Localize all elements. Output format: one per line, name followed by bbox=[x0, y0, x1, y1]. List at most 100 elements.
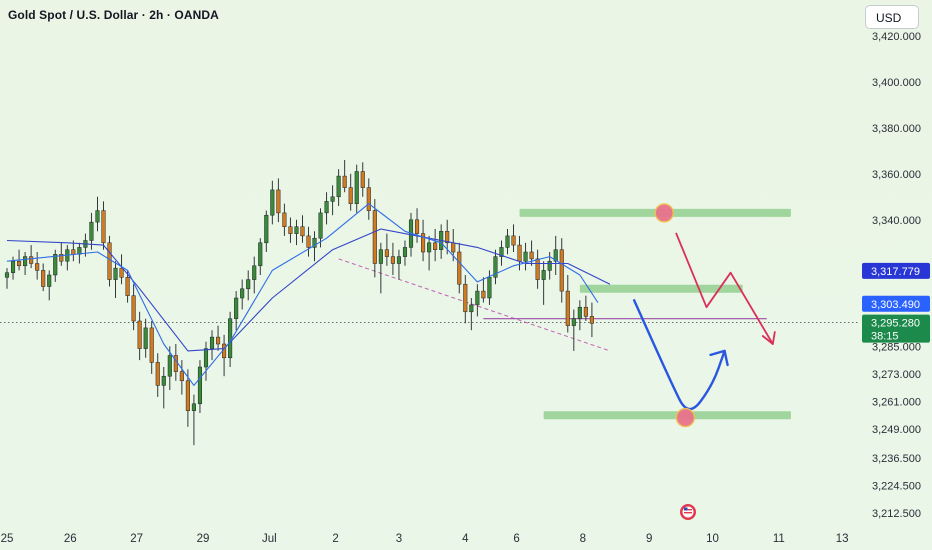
candle bbox=[216, 325, 221, 351]
candle-body bbox=[529, 251, 534, 260]
candle bbox=[541, 261, 546, 305]
candle-body bbox=[185, 380, 190, 411]
candle-body bbox=[276, 189, 281, 214]
candle bbox=[246, 270, 251, 301]
candle bbox=[553, 235, 558, 275]
flag-canton bbox=[684, 507, 688, 511]
blue-arrowhead bbox=[709, 349, 729, 367]
candle bbox=[161, 367, 166, 409]
time-tick-label: 6 bbox=[513, 533, 519, 545]
candle-body bbox=[378, 249, 383, 264]
candle bbox=[149, 321, 154, 374]
last-price-text: 3,295.280 bbox=[871, 318, 920, 330]
candle-body bbox=[481, 290, 486, 299]
candle-body bbox=[547, 260, 552, 271]
candle-body bbox=[487, 277, 492, 299]
candle-body bbox=[71, 249, 76, 255]
time-tick-label: 26 bbox=[64, 533, 77, 545]
candle bbox=[77, 242, 82, 264]
candle-body bbox=[47, 274, 52, 287]
candle bbox=[414, 208, 420, 243]
candle bbox=[427, 235, 432, 271]
candle-body bbox=[4, 272, 10, 278]
candle bbox=[523, 242, 528, 271]
candle bbox=[577, 300, 582, 331]
candle-body bbox=[511, 235, 516, 246]
candle-body bbox=[17, 260, 22, 267]
red-arrowhead bbox=[761, 331, 776, 345]
price-label-box bbox=[862, 262, 930, 279]
candle bbox=[384, 233, 389, 266]
candle bbox=[35, 252, 40, 280]
candle-body bbox=[59, 254, 64, 262]
price-label-box bbox=[862, 295, 930, 312]
candle bbox=[107, 235, 112, 287]
time-tick-label: 4 bbox=[462, 533, 469, 545]
support-zone bbox=[579, 284, 743, 293]
candle bbox=[282, 203, 287, 236]
price-tick-label: 3,212.500 bbox=[872, 508, 921, 520]
candle-body bbox=[216, 336, 221, 345]
candle-body bbox=[517, 244, 522, 262]
candle-body bbox=[421, 233, 426, 253]
candle-body bbox=[583, 306, 588, 317]
time-tick-label: 9 bbox=[646, 533, 652, 545]
candle-body bbox=[451, 242, 456, 253]
candle bbox=[101, 201, 106, 250]
candle bbox=[300, 215, 305, 243]
candle bbox=[390, 242, 395, 275]
time-tick-label: 3 bbox=[396, 533, 402, 545]
candle-body bbox=[396, 256, 401, 264]
candle bbox=[493, 249, 498, 285]
candle-body bbox=[155, 362, 160, 386]
candle-body bbox=[143, 327, 148, 349]
price-tick-label: 3,273.000 bbox=[872, 369, 921, 381]
price-tick-label: 3,420.000 bbox=[872, 31, 921, 43]
candle bbox=[155, 353, 160, 397]
candle-body bbox=[252, 265, 257, 280]
candle-body bbox=[505, 235, 510, 248]
flag-stripe bbox=[684, 509, 692, 511]
candle bbox=[372, 199, 377, 278]
support-zones bbox=[519, 208, 791, 420]
candle-body bbox=[95, 210, 100, 223]
candle bbox=[209, 330, 215, 361]
candle-body bbox=[191, 403, 196, 411]
candle-body bbox=[294, 226, 299, 234]
candle-body bbox=[330, 196, 335, 202]
time-tick-label: 11 bbox=[773, 533, 785, 545]
candle-body bbox=[414, 219, 420, 234]
candle bbox=[119, 254, 124, 285]
candle bbox=[342, 160, 347, 193]
candle bbox=[23, 252, 28, 275]
candle-body bbox=[53, 254, 58, 276]
candle bbox=[457, 242, 462, 294]
trendline bbox=[338, 258, 611, 352]
candle-body bbox=[366, 187, 371, 211]
candle bbox=[191, 394, 196, 446]
candle-body bbox=[119, 267, 124, 278]
candle-body bbox=[264, 214, 269, 244]
time-tick-label: 29 bbox=[197, 533, 210, 545]
candle-body bbox=[270, 189, 275, 216]
candle-body bbox=[318, 212, 323, 239]
time-tick-label: 27 bbox=[130, 533, 143, 545]
time-tick-label: 2 bbox=[332, 533, 338, 545]
candle bbox=[252, 256, 257, 294]
candle bbox=[185, 369, 190, 427]
candle bbox=[360, 162, 365, 197]
candle-body bbox=[197, 366, 203, 405]
chart-title: Gold Spot / U.S. Dollar · 2h · OANDA bbox=[8, 8, 219, 22]
currency-button[interactable]: USD bbox=[865, 5, 919, 29]
drawing-lines bbox=[0, 258, 858, 352]
time-tick-label: 25 bbox=[1, 533, 14, 545]
candle bbox=[240, 279, 245, 310]
red-circle-marker bbox=[675, 407, 696, 428]
candle-body bbox=[41, 270, 46, 287]
candle bbox=[29, 245, 34, 269]
candle bbox=[475, 284, 480, 317]
candle bbox=[511, 224, 516, 252]
candle-body bbox=[589, 316, 594, 324]
